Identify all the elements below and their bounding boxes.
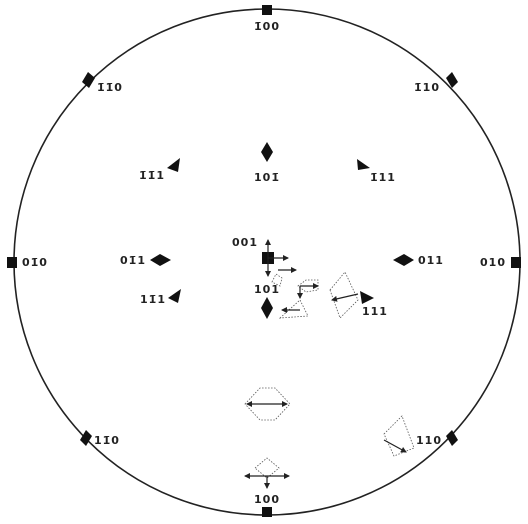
node-label: 11̄1 <box>140 293 166 306</box>
diamond <box>150 254 171 266</box>
node-label: 01̄1 <box>120 254 146 267</box>
node-label: 11̄0 <box>94 434 120 447</box>
node-label: 010 <box>480 256 506 269</box>
diamond <box>82 72 95 88</box>
node-label: 100 <box>254 493 280 506</box>
diamond <box>446 72 458 88</box>
triangle <box>168 289 181 303</box>
symbols <box>7 5 521 517</box>
node-label: 1̄11 <box>370 171 396 184</box>
square <box>7 257 17 268</box>
square <box>262 5 272 15</box>
triangle <box>167 158 180 172</box>
node-label: 011 <box>418 254 444 267</box>
diamond <box>261 297 273 319</box>
square <box>511 257 521 268</box>
node-label: 01̄0 <box>22 256 48 269</box>
node-label: 001 <box>232 236 258 249</box>
node-label: 1̄00 <box>254 20 280 33</box>
diamond <box>80 430 92 446</box>
node-label: 1̄1̄0 <box>97 81 123 94</box>
diamond <box>261 142 273 162</box>
node-label: 101̄ <box>254 171 280 184</box>
square <box>262 507 272 517</box>
node-label: 1̄10 <box>414 81 440 94</box>
node-label: 1̄1̄1 <box>139 169 165 182</box>
diamond <box>393 254 414 266</box>
node-label: 101 <box>254 283 280 296</box>
vectors <box>244 239 415 489</box>
diamond <box>446 430 458 446</box>
node-label: 110 <box>416 434 442 447</box>
triangle <box>357 159 370 170</box>
node-label: 111 <box>362 305 388 318</box>
triangle <box>360 291 374 304</box>
